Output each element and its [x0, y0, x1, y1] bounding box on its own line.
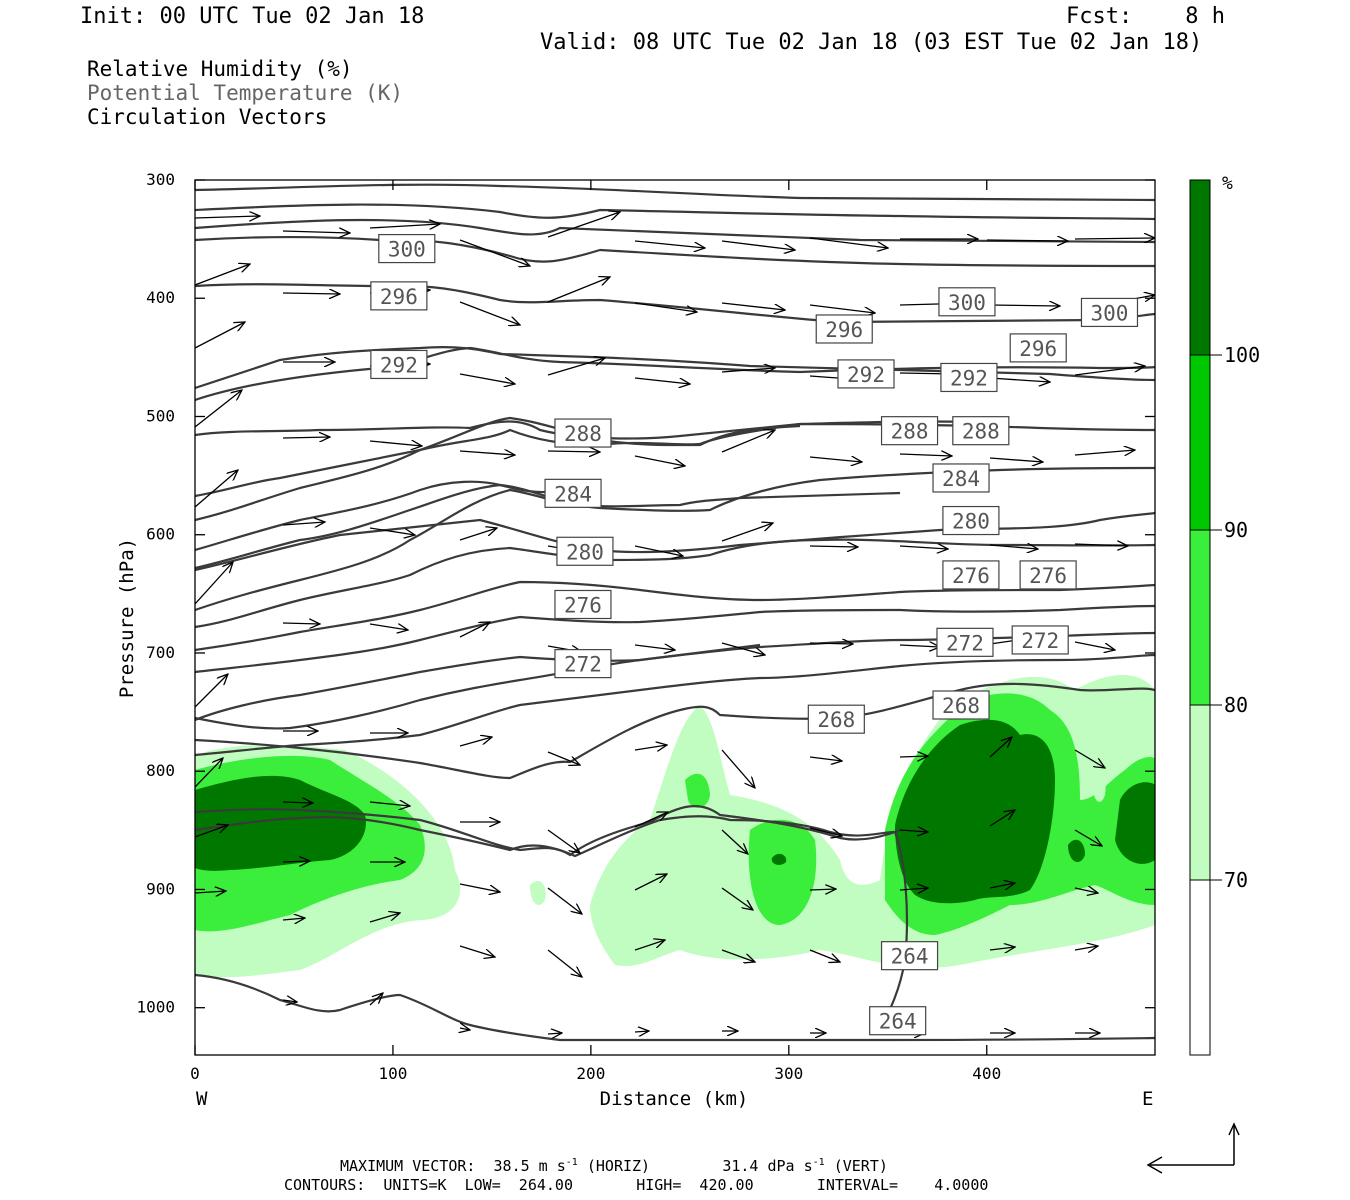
theta-label-box [942, 560, 1000, 590]
theta-label: 300 [948, 291, 986, 315]
theta-label-box [378, 233, 436, 264]
theta-label-box [1080, 297, 1139, 328]
x-axis-left-end: W [196, 1088, 208, 1110]
x-tick-label: 100 [378, 1064, 407, 1083]
theta-label: 268 [942, 694, 980, 718]
valid-time: Valid: 08 UTC Tue 02 Jan 18 (03 EST Tue … [540, 30, 1203, 55]
theta-label: 272 [1021, 629, 1059, 653]
colorbar-label: 70 [1224, 868, 1248, 892]
y-tick-label: 1000 [136, 998, 175, 1017]
theta-label: 288 [962, 420, 1000, 444]
theta-label: 292 [950, 366, 988, 390]
theta-label: 276 [564, 593, 602, 617]
theta-label-box [544, 478, 602, 508]
contours-info: CONTOURS: UNITS=K LOW= 264.00 HIGH= 420.… [284, 1176, 989, 1194]
theta-label: 296 [1019, 337, 1057, 361]
y-tick-label: 500 [146, 406, 175, 425]
theta-label: 296 [825, 318, 863, 342]
y-tick-label: 800 [146, 761, 175, 780]
theta-label-box [942, 505, 1000, 536]
theta-label: 284 [942, 467, 980, 491]
x-tick-label: 300 [774, 1064, 803, 1083]
theta-label-box [1011, 625, 1069, 655]
colorbar-segment [1189, 529, 1211, 706]
theta-label: 288 [891, 420, 929, 444]
theta-label-box [1009, 333, 1067, 363]
x-axis-right-end: E [1142, 1088, 1153, 1110]
theta-label-box [932, 690, 990, 720]
init-time: Init: 00 UTC Tue 02 Jan 18 [80, 4, 425, 29]
theta-label-box [554, 418, 612, 448]
colorbar-label: 100 [1224, 343, 1260, 367]
theta-label: 296 [380, 285, 418, 309]
colorbar-unit: % [1222, 173, 1233, 194]
theta-label: 272 [946, 631, 984, 655]
theta-label: 292 [847, 363, 885, 387]
y-tick-label: 400 [146, 288, 175, 307]
theta-label: 276 [952, 564, 990, 588]
theta-label: 292 [380, 353, 418, 377]
x-tick-label: 0 [190, 1064, 200, 1083]
theta-label-box [556, 536, 614, 566]
theta-label-box [1019, 560, 1077, 590]
theta-label: 280 [566, 540, 604, 564]
reference-vector-icon [1146, 1122, 1240, 1174]
theta-label-box [807, 704, 865, 734]
colorbar-label: 80 [1224, 693, 1248, 717]
theta-label: 300 [1091, 301, 1129, 325]
x-axis-title: Distance (km) [600, 1088, 749, 1110]
theta-label-box [936, 627, 994, 657]
theta-label: 280 [952, 510, 990, 534]
theta-label-box [940, 362, 998, 393]
colorbar-segment [1189, 354, 1211, 531]
theta-label: 300 [388, 238, 426, 262]
theta-label: 264 [891, 945, 929, 969]
theta-label: 276 [1029, 564, 1067, 588]
colorbar: 70 80 90 100 [1189, 179, 1260, 1056]
plot-frame [194, 179, 1156, 1056]
theta-label-box [815, 314, 873, 344]
theta-label-box [880, 941, 939, 971]
y-tick-label: 900 [146, 879, 175, 898]
theta-label-box [952, 416, 1010, 446]
x-axis: 0 100 200 300 400 [190, 180, 1001, 1083]
y-axis-title: Pressure (hPa) [116, 538, 138, 698]
x-tick-label: 200 [576, 1064, 605, 1083]
theta-label: 288 [564, 422, 602, 446]
colorbar-label: 90 [1224, 518, 1248, 542]
colorbar-segment [1189, 179, 1211, 356]
theta-label: 272 [564, 653, 602, 677]
theta-label-box [880, 416, 939, 446]
theta-label: 268 [817, 708, 855, 732]
colorbar-segment [1189, 704, 1211, 881]
theta-label-box [370, 349, 428, 380]
theta-label-box [938, 287, 996, 317]
x-tick-label: 400 [972, 1064, 1001, 1083]
theta-label: 284 [554, 482, 592, 506]
max-vector-text: MAXIMUM VECTOR: 38.5 m s-1 (HORIZ) 31.4 … [340, 1157, 888, 1175]
theta-label: 264 [879, 1010, 917, 1034]
colorbar-segment [1189, 879, 1211, 1056]
theta-contour-labels: 300 296 292 288 284 280 276 272 268 296 292 288 288 2… [370, 233, 1139, 1036]
theta-label-box [837, 359, 895, 389]
legend-rh: Relative Humidity (%) [87, 57, 353, 81]
theta-label-box [554, 589, 612, 620]
y-tick-label: 300 [146, 170, 175, 189]
y-tick-label: 700 [146, 643, 175, 662]
forecast-hour: Fcst: 8 h [1066, 4, 1225, 29]
y-tick-label: 600 [146, 525, 175, 544]
theta-label-box [554, 649, 612, 679]
theta-label-box [869, 1006, 927, 1036]
legend-vectors: Circulation Vectors [87, 105, 328, 129]
y-axis: 300 400 500 600 700 800 900 1000 [136, 170, 1155, 1017]
legend-theta: Potential Temperature (K) [87, 81, 404, 105]
theta-label-box [932, 463, 990, 493]
theta-label-box [370, 281, 428, 311]
